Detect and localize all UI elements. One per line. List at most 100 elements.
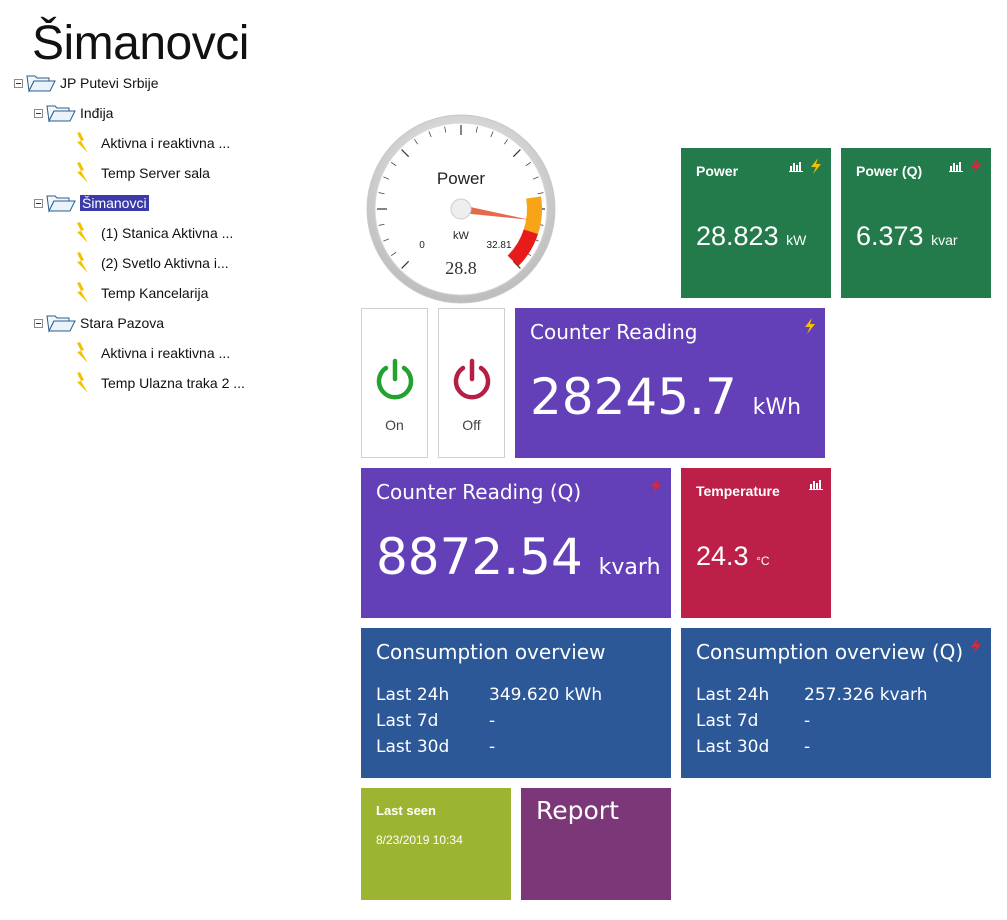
temperature-unit: °C bbox=[756, 554, 770, 568]
tree-leaf-label: Aktivna i reaktivna ... bbox=[101, 135, 231, 151]
last-seen-tile: Last seen 8/23/2019 10:34 bbox=[361, 788, 511, 900]
row-value: 257.326 kvarh bbox=[804, 685, 928, 705]
gauge-tick bbox=[414, 138, 418, 145]
power-q-value-line: 6.373 kvar bbox=[856, 221, 958, 252]
tree-node-group[interactable]: Stara Pazova bbox=[34, 312, 164, 334]
gauge-tick bbox=[512, 149, 521, 158]
consumption-title: Consumption overview bbox=[376, 640, 606, 664]
tree-leaf-label: (1) Stanica Aktivna ... bbox=[101, 225, 234, 241]
tree-leaf[interactable]: Aktivna i reaktivna ... bbox=[76, 132, 230, 154]
tree-leaf[interactable]: (2) Svetlo Aktivna i... bbox=[76, 252, 229, 274]
counter-reading-q-tile[interactable]: Counter Reading (Q) 8872.54 kvarh bbox=[361, 468, 671, 618]
open-folder-icon bbox=[46, 315, 76, 333]
power-q-value: 6.373 bbox=[856, 221, 924, 251]
gauge-tick bbox=[428, 131, 432, 138]
row-label: Last 24h bbox=[376, 685, 450, 705]
tree-leaf[interactable]: Temp Kancelarija bbox=[76, 282, 208, 304]
temperature-title: Temperature bbox=[696, 483, 780, 499]
row-label: Last 24h bbox=[696, 685, 770, 705]
on-button[interactable]: On bbox=[361, 308, 428, 458]
gauge-tick bbox=[504, 138, 508, 145]
collapse-icon[interactable] bbox=[34, 318, 43, 328]
collapse-icon[interactable] bbox=[34, 198, 43, 208]
power-unit: kW bbox=[786, 232, 807, 248]
gauge-tick bbox=[532, 176, 539, 180]
gauge-danger-band bbox=[507, 229, 539, 267]
row-value: - bbox=[489, 711, 496, 731]
gauge-tick bbox=[383, 238, 390, 242]
counter-value-line: 28245.7 kWh bbox=[530, 368, 801, 426]
temperature-value-line: 24.3 °C bbox=[696, 541, 770, 572]
counter-q-value-line: 8872.54 kvarh bbox=[376, 528, 661, 586]
open-folder-icon bbox=[46, 195, 76, 213]
tree-leaf[interactable]: Temp Ulazna traka 2 ... bbox=[76, 372, 245, 394]
gauge-needle bbox=[457, 205, 530, 220]
collapse-icon[interactable] bbox=[34, 108, 43, 118]
consumption-overview-q-tile[interactable]: Consumption overview (Q) Last 24h 257.326… bbox=[681, 628, 991, 778]
power-q-tile[interactable]: Power (Q) 6.373 kvar bbox=[841, 148, 991, 298]
tree-leaf-label: Temp Server sala bbox=[101, 165, 210, 181]
tree-leaf[interactable]: (1) Stanica Aktivna ... bbox=[76, 222, 233, 244]
consumption-row: Last 7d - bbox=[376, 711, 495, 731]
tree-leaf[interactable]: Temp Server sala bbox=[76, 162, 210, 184]
tree-node-group-selected[interactable]: Šimanovci bbox=[34, 192, 149, 214]
last-seen-title: Last seen bbox=[376, 803, 436, 818]
collapse-icon[interactable] bbox=[14, 78, 23, 88]
gauge-tick bbox=[401, 260, 410, 269]
counter-reading-tile[interactable]: Counter Reading 28245.7 kWh bbox=[515, 308, 825, 458]
lightning-bolt-icon bbox=[971, 158, 981, 174]
row-value: - bbox=[804, 711, 811, 731]
power-value: 28.823 bbox=[696, 221, 779, 251]
chart-icon[interactable] bbox=[809, 478, 823, 490]
counter-title: Counter Reading bbox=[530, 320, 698, 344]
counter-value: 28245.7 bbox=[530, 368, 737, 426]
chart-icon[interactable] bbox=[789, 160, 803, 172]
temperature-value: 24.3 bbox=[696, 541, 749, 571]
tree-node-label: Šimanovci bbox=[80, 195, 149, 211]
temperature-tile[interactable]: Temperature 24.3 °C bbox=[681, 468, 831, 618]
gauge-min-label: 0 bbox=[419, 240, 425, 251]
consumption-row: Last 24h 257.326 kvarh bbox=[696, 685, 928, 705]
off-button[interactable]: Off bbox=[438, 308, 505, 458]
row-label: Last 30d bbox=[376, 737, 450, 757]
power-value-line: 28.823 kW bbox=[696, 221, 806, 252]
tree-leaf-label: Temp Ulazna traka 2 ... bbox=[101, 375, 245, 391]
tree-node-root[interactable]: JP Putevi Srbije bbox=[14, 72, 159, 94]
consumption-row: Last 30d - bbox=[696, 737, 810, 757]
tree-node-group[interactable]: Inđija bbox=[34, 102, 113, 124]
counter-unit: kWh bbox=[752, 395, 802, 420]
counter-q-value: 8872.54 bbox=[376, 528, 583, 586]
lightning-bolt-icon bbox=[651, 478, 661, 494]
power-q-title: Power (Q) bbox=[856, 163, 923, 179]
gauge-tick bbox=[390, 252, 397, 256]
gauge-tick bbox=[378, 223, 385, 226]
page-title: Šimanovci bbox=[32, 17, 249, 70]
row-value: 349.620 kWh bbox=[489, 685, 603, 705]
row-value: - bbox=[489, 737, 496, 757]
gauge-pivot bbox=[450, 198, 472, 220]
tree-leaf-label: Aktivna i reaktivna ... bbox=[101, 345, 231, 361]
report-tile[interactable]: Report bbox=[521, 788, 671, 900]
tree-leaf-label: (2) Svetlo Aktivna i... bbox=[101, 255, 229, 271]
lightning-bolt-icon bbox=[77, 372, 88, 393]
tree-leaf[interactable]: Aktivna i reaktivna ... bbox=[76, 342, 230, 364]
counter-q-unit: kvarh bbox=[598, 555, 661, 580]
lightning-bolt-icon bbox=[811, 158, 821, 174]
tree-leaf-label: Temp Kancelarija bbox=[101, 285, 209, 301]
gauge-tick bbox=[383, 176, 390, 180]
power-q-unit: kvar bbox=[931, 232, 958, 248]
consumption-row: Last 24h 349.620 kWh bbox=[376, 685, 602, 705]
lightning-bolt-icon bbox=[805, 318, 815, 334]
row-label: Last 30d bbox=[696, 737, 770, 757]
power-tile[interactable]: Power 28.823 kW bbox=[681, 148, 831, 298]
consumption-overview-tile[interactable]: Consumption overview Last 24h 349.620 kWh… bbox=[361, 628, 671, 778]
chart-icon[interactable] bbox=[949, 160, 963, 172]
gauge-warning-band bbox=[523, 196, 542, 235]
row-value: - bbox=[804, 737, 811, 757]
on-label: On bbox=[385, 417, 404, 433]
tree-node-label: Stara Pazova bbox=[80, 315, 165, 331]
gauge-value: 28.8 bbox=[445, 258, 477, 278]
gauge-tick bbox=[444, 126, 447, 133]
tree-node-label: JP Putevi Srbije bbox=[60, 75, 159, 91]
consumption-row: Last 7d - bbox=[696, 711, 810, 731]
